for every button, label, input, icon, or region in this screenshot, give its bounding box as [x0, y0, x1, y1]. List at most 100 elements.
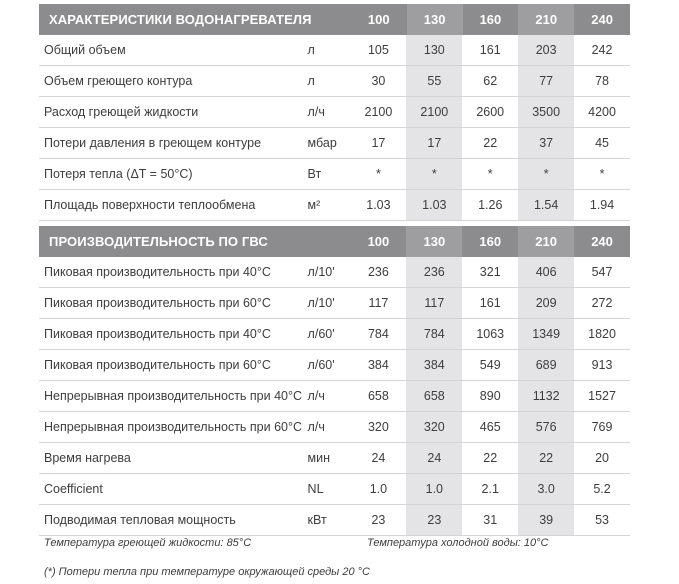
value-cell: * [375, 167, 381, 181]
value-cell: 658 [367, 389, 389, 403]
row-label: Непрерывная производительность при 40°С [44, 389, 303, 403]
table-row: Площадь поверхности теплообмена м² 1.03 1.0… [39, 190, 630, 221]
value-cell: 3500 [518, 97, 575, 127]
value-cell: 161 [479, 43, 501, 57]
table-row: Расход греющей жидкости л/ч 2100 2100 2600 35… [39, 97, 630, 128]
value-cell: 55 [406, 66, 463, 96]
row-unit: м² [307, 198, 321, 212]
value-cell: 203 [518, 35, 575, 65]
value-cell: 1.0 [369, 482, 388, 496]
section-title: ПРОИЗВОДИТЕЛЬНОСТЬ ПО ГВС [49, 234, 268, 249]
value-cell: 769 [591, 420, 613, 434]
section-rows-dhw-performance: Пиковая производительность при 40°С л/10'… [39, 257, 630, 536]
model-header: 210 [518, 4, 575, 35]
value-cell: 242 [591, 43, 613, 57]
row-label: Площадь поверхности теплообмена [44, 198, 256, 212]
table-row: Объем греющего контура л 30 55 62 77 78 [39, 66, 630, 97]
model-header: 240 [591, 234, 613, 249]
value-cell: 45 [595, 136, 609, 150]
value-cell: 24 [371, 451, 386, 465]
table-row: Непрерывная производительность при 40°С л… [39, 381, 630, 412]
value-cell: * [599, 167, 605, 181]
value-cell: 105 [367, 43, 389, 57]
value-cell: 1.0 [406, 474, 463, 504]
section-rows-characteristics: Общий объем л 105 130 161 203 242 Объем греющег… [39, 35, 630, 221]
row-unit: NL [307, 482, 324, 496]
value-cell: 320 [367, 420, 389, 434]
value-cell: 784 [367, 327, 389, 341]
section-header-characteristics: ХАРАКТЕРИСТИКИ ВОДОНАГРЕВАТЕЛЯ 100 130 1… [39, 4, 630, 35]
model-header: 130 [406, 4, 463, 35]
value-cell: 320 [406, 412, 463, 442]
value-cell: 321 [479, 265, 501, 279]
model-header: 160 [479, 234, 502, 249]
row-label: Coefficient [44, 482, 103, 496]
row-unit: л/60' [307, 358, 335, 372]
row-unit: Вт [307, 167, 322, 181]
value-cell: 77 [518, 66, 575, 96]
value-cell: 22 [483, 451, 498, 465]
value-cell: 547 [591, 265, 613, 279]
value-cell: 161 [479, 296, 501, 310]
value-cell: 31 [483, 513, 498, 527]
table-row: Coefficient NL 1.0 1.0 2.1 3.0 5.2 [39, 474, 630, 505]
section-header-dhw-performance: ПРОИЗВОДИТЕЛЬНОСТЬ ПО ГВС 100 130 160 21… [39, 226, 630, 257]
section-title: ХАРАКТЕРИСТИКИ ВОДОНАГРЕВАТЕЛЯ [49, 12, 312, 27]
unit-header [306, 226, 351, 257]
model-header: 210 [518, 226, 575, 257]
value-cell: 236 [406, 257, 463, 287]
row-unit: л/ч [307, 105, 325, 119]
value-cell: 1349 [518, 319, 575, 349]
value-cell: 53 [595, 513, 609, 527]
row-unit: л/ч [307, 420, 325, 434]
value-cell: 2.1 [481, 482, 499, 496]
value-cell: 1527 [588, 389, 616, 403]
value-cell: 30 [371, 74, 386, 88]
table-row: Пиковая производительность при 60°С л/10'… [39, 288, 630, 319]
unit-header [306, 4, 351, 35]
value-cell: 236 [367, 265, 389, 279]
value-cell: 62 [483, 74, 498, 88]
row-unit: кВт [307, 513, 327, 527]
row-label: Объем греющего контура [44, 74, 193, 88]
model-header: 100 [367, 12, 390, 27]
value-cell: 117 [368, 296, 389, 310]
model-header: 130 [406, 226, 463, 257]
value-cell: 4200 [588, 105, 616, 119]
value-cell: 1063 [476, 327, 505, 341]
table-row: Пиковая производительность при 40°С л/60'… [39, 319, 630, 350]
footnote: (*) Потери тепла при температуре окружаю… [44, 566, 370, 578]
value-cell: 22 [483, 136, 498, 150]
value-cell: 406 [518, 257, 575, 287]
value-cell: 890 [479, 389, 501, 403]
value-cell: 117 [406, 288, 463, 318]
table-row: Пиковая производительность при 60°С л/60'… [39, 350, 630, 381]
row-unit: мин [307, 451, 331, 465]
row-label: Пиковая производительность при 60°С [44, 296, 271, 310]
row-unit: л/60' [307, 327, 335, 341]
value-cell: 384 [406, 350, 463, 380]
row-unit: мбар [307, 136, 337, 150]
value-cell: 209 [518, 288, 575, 318]
row-unit: л/ч [307, 389, 325, 403]
table-row: Потери давления в греющем контуре мбар 17 1… [39, 128, 630, 159]
row-label: Расход греющей жидкости [44, 105, 199, 119]
value-cell: 689 [518, 350, 575, 380]
row-unit: л [307, 43, 315, 57]
note-cold-water-temp: Температура холодной воды: 10°С [367, 537, 549, 549]
row-unit: л [307, 74, 315, 88]
value-cell: 384 [367, 358, 389, 372]
row-label: Потеря тепла (ΔT = 50°С) [44, 167, 193, 181]
value-cell: 1.03 [366, 198, 391, 212]
model-header: 160 [479, 12, 502, 27]
row-label: Пиковая производительность при 40°С [44, 265, 271, 279]
table-row: Пиковая производительность при 40°С л/10'… [39, 257, 630, 288]
table-row: Время нагрева мин 24 24 22 22 20 [39, 443, 630, 474]
row-label: Потери давления в греющем контуре [44, 136, 262, 150]
value-cell: 23 [406, 505, 463, 535]
value-cell: 1.26 [478, 198, 503, 212]
value-cell: 130 [406, 35, 463, 65]
value-cell: * [406, 159, 463, 189]
value-cell: 3.0 [518, 474, 575, 504]
value-cell: 22 [518, 443, 575, 473]
